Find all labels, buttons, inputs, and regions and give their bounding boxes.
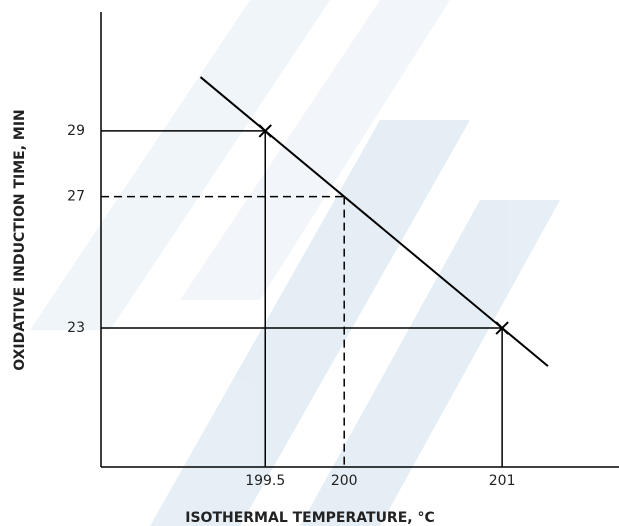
y-axis-title: OXIDATIVE INDUCTION TIME, MIN (12, 109, 28, 371)
point-marker (495, 321, 509, 335)
y-tick-label: 27 (67, 189, 85, 205)
y-tick-label: 29 (67, 123, 85, 139)
trend-line (199, 76, 549, 367)
x-axis-title: ISOTHERMAL TEMPERATURE, °C (185, 510, 435, 526)
point-marker (258, 124, 272, 138)
x-tick-label: 200 (331, 473, 358, 489)
watermark (30, 0, 560, 526)
y-tick-label: 23 (67, 320, 85, 336)
x-tick-label: 201 (489, 473, 516, 489)
x-tick-label: 199.5 (245, 473, 285, 489)
